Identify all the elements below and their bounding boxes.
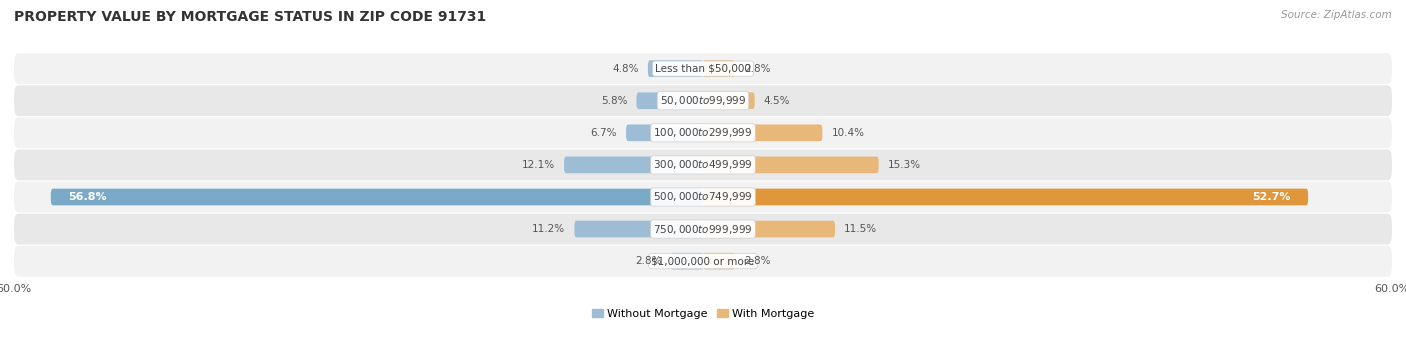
FancyBboxPatch shape	[14, 214, 1392, 244]
Text: $300,000 to $499,999: $300,000 to $499,999	[654, 158, 752, 171]
FancyBboxPatch shape	[703, 60, 735, 77]
Text: $750,000 to $999,999: $750,000 to $999,999	[654, 223, 752, 236]
Text: 15.3%: 15.3%	[887, 160, 921, 170]
FancyBboxPatch shape	[14, 246, 1392, 276]
FancyBboxPatch shape	[564, 156, 703, 173]
Text: 2.8%: 2.8%	[744, 256, 770, 266]
Text: PROPERTY VALUE BY MORTGAGE STATUS IN ZIP CODE 91731: PROPERTY VALUE BY MORTGAGE STATUS IN ZIP…	[14, 10, 486, 24]
Text: 2.8%: 2.8%	[744, 64, 770, 74]
FancyBboxPatch shape	[14, 117, 1392, 148]
Text: 11.2%: 11.2%	[531, 224, 565, 234]
Text: 56.8%: 56.8%	[67, 192, 107, 202]
Text: 11.5%: 11.5%	[844, 224, 877, 234]
FancyBboxPatch shape	[703, 189, 1308, 205]
FancyBboxPatch shape	[575, 221, 703, 237]
FancyBboxPatch shape	[703, 253, 735, 270]
Text: 6.7%: 6.7%	[591, 128, 617, 138]
FancyBboxPatch shape	[671, 253, 703, 270]
Text: 4.8%: 4.8%	[612, 64, 638, 74]
FancyBboxPatch shape	[14, 85, 1392, 116]
FancyBboxPatch shape	[51, 189, 703, 205]
FancyBboxPatch shape	[703, 221, 835, 237]
Text: $1,000,000 or more: $1,000,000 or more	[651, 256, 755, 266]
FancyBboxPatch shape	[14, 150, 1392, 180]
Text: 4.5%: 4.5%	[763, 96, 790, 106]
FancyBboxPatch shape	[648, 60, 703, 77]
FancyBboxPatch shape	[703, 156, 879, 173]
FancyBboxPatch shape	[703, 92, 755, 109]
Text: 2.8%: 2.8%	[636, 256, 662, 266]
Text: 52.7%: 52.7%	[1253, 192, 1291, 202]
Text: Less than $50,000: Less than $50,000	[655, 64, 751, 74]
Text: $500,000 to $749,999: $500,000 to $749,999	[654, 190, 752, 203]
FancyBboxPatch shape	[626, 124, 703, 141]
Legend: Without Mortgage, With Mortgage: Without Mortgage, With Mortgage	[588, 305, 818, 323]
Text: 10.4%: 10.4%	[831, 128, 865, 138]
FancyBboxPatch shape	[14, 53, 1392, 84]
Text: 12.1%: 12.1%	[522, 160, 555, 170]
Text: 5.8%: 5.8%	[600, 96, 627, 106]
FancyBboxPatch shape	[703, 124, 823, 141]
FancyBboxPatch shape	[637, 92, 703, 109]
Text: $100,000 to $299,999: $100,000 to $299,999	[654, 126, 752, 139]
FancyBboxPatch shape	[14, 182, 1392, 212]
Text: Source: ZipAtlas.com: Source: ZipAtlas.com	[1281, 10, 1392, 20]
Text: $50,000 to $99,999: $50,000 to $99,999	[659, 94, 747, 107]
